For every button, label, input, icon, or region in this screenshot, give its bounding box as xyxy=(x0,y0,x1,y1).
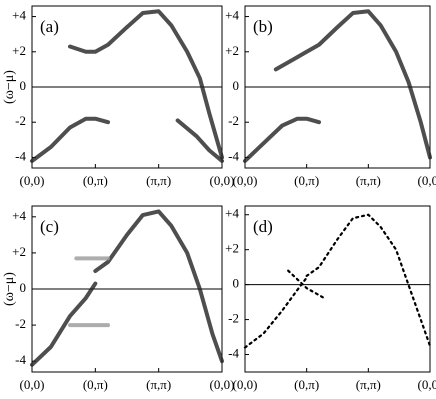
band-line xyxy=(273,9,432,160)
x-tick-label: (π,π) xyxy=(356,173,381,188)
x-tick-label: (0,π) xyxy=(294,173,319,188)
y-tick-label: +4 xyxy=(225,8,239,23)
x-tick-label: (0,π) xyxy=(294,377,319,392)
y-tick-label: 0 xyxy=(233,78,240,93)
y-tick-label: 0 xyxy=(233,276,240,291)
panel-label: (b) xyxy=(253,17,273,36)
y-axis-label: (ω−μ) xyxy=(2,70,17,104)
band-line xyxy=(243,116,321,163)
x-tick-label: (0,π) xyxy=(83,377,108,392)
y-tick-label: -4 xyxy=(15,352,26,367)
x-tick-label: (0,0) xyxy=(210,173,235,188)
x-tick-label: (0,0) xyxy=(210,377,235,392)
x-tick-label: (0,0) xyxy=(20,377,45,392)
y-tick-label: +2 xyxy=(12,43,26,58)
y-tick-label: -2 xyxy=(228,113,239,128)
y-tick-label: +2 xyxy=(225,241,239,256)
x-tick-label: (0,π) xyxy=(83,173,108,188)
x-tick-label: (0,0) xyxy=(233,173,258,188)
y-tick-label: +4 xyxy=(12,208,26,223)
y-tick-label: +4 xyxy=(12,8,26,23)
panel-label: (d) xyxy=(253,217,273,236)
x-tick-label: (0,0) xyxy=(20,173,45,188)
band-line xyxy=(305,213,432,347)
panel-label: (a) xyxy=(40,17,59,36)
y-tick-label: 0 xyxy=(20,78,27,93)
y-tick-label: -2 xyxy=(228,311,239,326)
y-tick-label: -4 xyxy=(15,148,26,163)
band-line xyxy=(30,281,98,367)
y-tick-label: -2 xyxy=(15,316,26,331)
x-tick-label: (π,π) xyxy=(146,377,171,392)
y-tick-label: +4 xyxy=(225,206,239,221)
x-tick-label: (0,0) xyxy=(418,173,436,188)
x-tick-label: (π,π) xyxy=(356,377,381,392)
panel-label: (c) xyxy=(40,217,59,236)
y-tick-label: -4 xyxy=(228,148,239,163)
band-line xyxy=(243,276,308,349)
x-tick-label: (0,0) xyxy=(233,377,258,392)
x-tick-label: (0,0) xyxy=(418,377,436,392)
band-line xyxy=(175,118,224,163)
y-tick-label: -2 xyxy=(15,113,26,128)
band-line xyxy=(68,9,224,160)
x-tick-label: (π,π) xyxy=(146,173,171,188)
band-line xyxy=(287,269,327,300)
y-tick-label: +2 xyxy=(225,43,239,58)
y-tick-label: 0 xyxy=(20,280,27,295)
plot-frame xyxy=(244,205,431,373)
y-tick-label: -4 xyxy=(228,346,239,361)
band-line xyxy=(30,116,110,163)
band-line xyxy=(93,209,224,364)
y-axis-label: (ω−μ) xyxy=(2,272,17,306)
y-tick-label: +2 xyxy=(12,244,26,259)
